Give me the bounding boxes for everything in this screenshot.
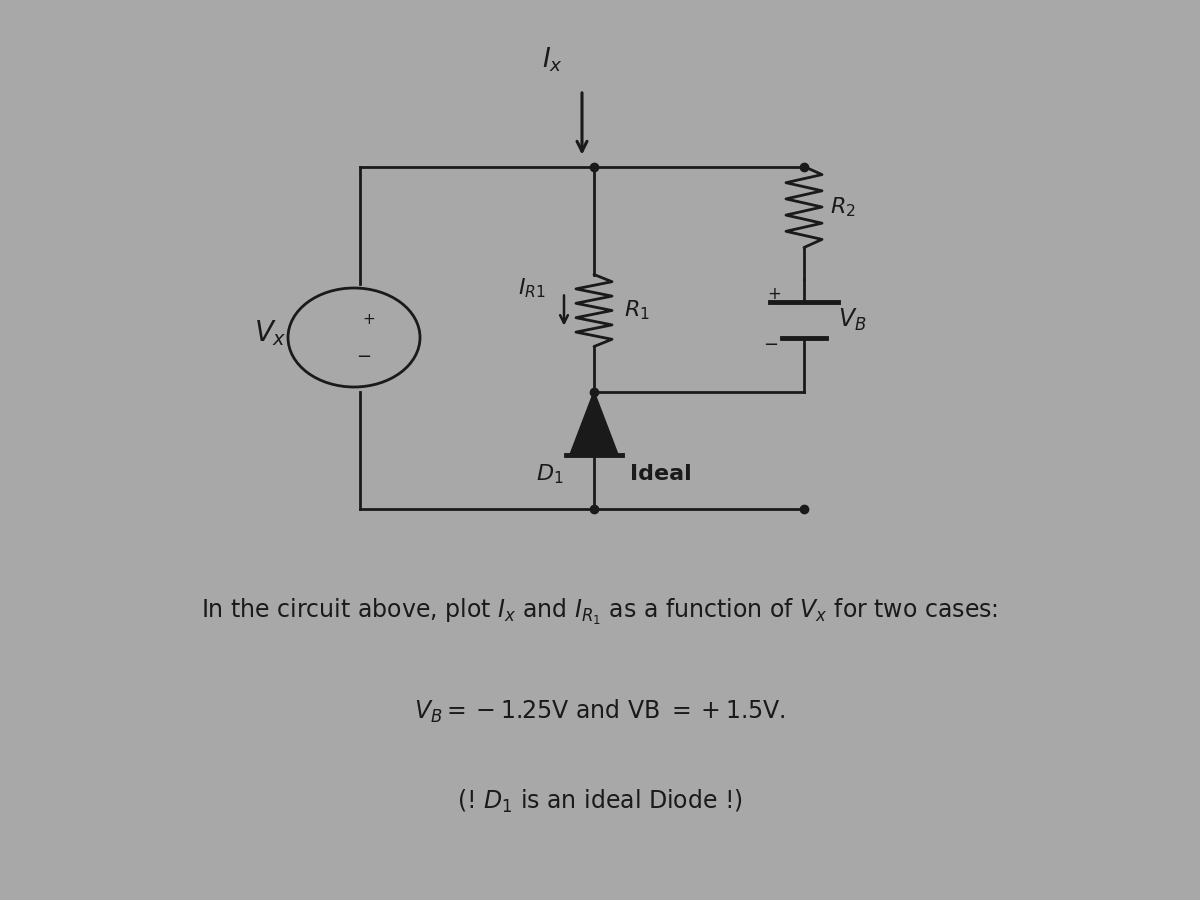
Text: $R_2$: $R_2$	[830, 195, 856, 219]
Text: −: −	[356, 348, 371, 366]
Text: In the circuit above, plot $I_x$ and $I_{R_1}$ as a function of $V_x$ for two ca: In the circuit above, plot $I_x$ and $I_…	[202, 597, 998, 627]
Polygon shape	[570, 392, 618, 454]
Text: $D_1$: $D_1$	[536, 463, 564, 486]
Text: (! $D_1$ is an ideal Diode !): (! $D_1$ is an ideal Diode !)	[457, 788, 743, 814]
Text: +: +	[362, 312, 374, 327]
Text: $V_B$: $V_B$	[838, 306, 866, 333]
Text: $V_B = -1.25$V and VB $= +1.5$V.: $V_B = -1.25$V and VB $= +1.5$V.	[414, 698, 786, 724]
Text: +: +	[767, 285, 781, 303]
Text: $R_1$: $R_1$	[624, 299, 650, 322]
Text: −: −	[763, 336, 778, 354]
Text: $I_{R1}$: $I_{R1}$	[518, 276, 546, 300]
Text: $I_x$: $I_x$	[541, 45, 563, 74]
Text: Ideal: Ideal	[630, 464, 691, 484]
Text: $V_x$: $V_x$	[253, 318, 287, 348]
